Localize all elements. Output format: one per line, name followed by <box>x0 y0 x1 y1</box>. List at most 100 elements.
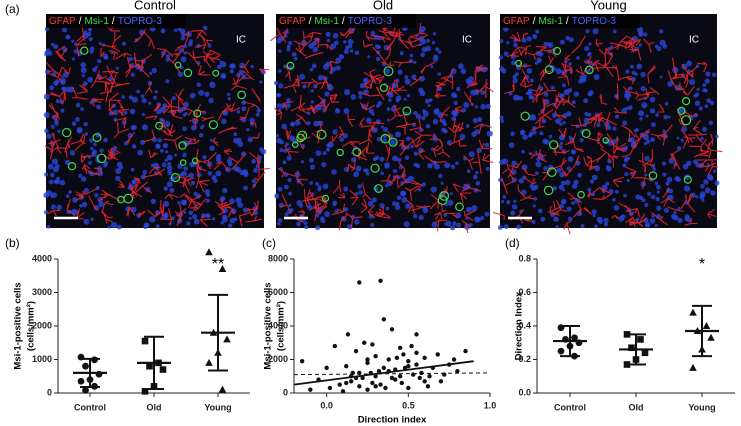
nucleus <box>676 146 682 151</box>
astrocyte-process <box>448 132 464 146</box>
nucleus <box>400 190 407 197</box>
msi1-cell <box>170 172 181 183</box>
astrocyte-process <box>81 164 91 175</box>
data-point <box>435 352 440 357</box>
nucleus <box>387 118 390 122</box>
nucleus <box>636 63 643 70</box>
astrocyte-process <box>332 179 342 194</box>
nucleus <box>612 126 617 131</box>
nucleus <box>151 136 158 143</box>
x-tick-label: 0.5 <box>402 400 415 410</box>
data-point <box>409 343 414 349</box>
nucleus <box>276 103 282 108</box>
y-axis-label: (cells/mm²) <box>276 301 287 351</box>
astrocyte-process <box>128 182 138 197</box>
astrocyte-process <box>107 147 121 160</box>
nucleus <box>656 190 660 194</box>
astrocyte-process <box>50 147 68 154</box>
nucleus <box>419 29 424 34</box>
nucleus <box>449 192 453 196</box>
nucleus <box>91 151 96 157</box>
nucleus <box>440 181 444 185</box>
nucleus <box>587 51 592 57</box>
astrocyte-process <box>232 74 245 85</box>
astrocyte-process <box>133 29 147 43</box>
nucleus <box>52 166 60 173</box>
nucleus <box>277 186 283 192</box>
astrocyte-process <box>521 166 536 177</box>
nucleus <box>476 217 481 222</box>
nucleus <box>422 110 429 117</box>
astrocyte-process <box>88 195 98 211</box>
nucleus <box>358 190 363 195</box>
nucleus <box>392 201 397 207</box>
astrocyte-process <box>90 74 106 89</box>
nucleus <box>376 50 381 55</box>
nucleus <box>644 223 649 228</box>
nucleus <box>367 55 371 59</box>
nucleus <box>376 137 382 142</box>
astrocyte-process <box>239 107 250 121</box>
nucleus <box>130 125 136 131</box>
panel-label: (c) <box>262 236 276 250</box>
astrocyte-process <box>598 48 608 66</box>
msi1-cell <box>379 83 388 92</box>
astrocyte-process <box>395 105 402 117</box>
nucleus <box>704 104 709 108</box>
nucleus <box>283 184 289 190</box>
nucleus <box>502 195 507 199</box>
astrocyte-process <box>111 31 122 48</box>
nucleus <box>161 162 167 168</box>
nucleus <box>567 87 573 93</box>
data-point <box>373 353 378 359</box>
nucleus <box>50 42 55 47</box>
nucleus <box>59 77 66 84</box>
stain-label: TOPRO-3 <box>348 16 393 27</box>
nucleus <box>623 193 627 198</box>
nucleus <box>131 179 136 184</box>
astrocyte-process <box>611 64 620 82</box>
nucleus <box>88 28 92 32</box>
data-point <box>389 327 395 332</box>
nucleus <box>699 191 706 198</box>
astrocyte-process <box>409 23 427 39</box>
nucleus <box>452 221 457 226</box>
astrocyte-process <box>597 116 604 123</box>
nucleus <box>584 45 590 52</box>
astrocyte-process <box>156 47 174 58</box>
astrocyte-process <box>385 144 391 162</box>
nucleus <box>566 206 572 212</box>
astrocyte-process <box>380 173 394 184</box>
nucleus <box>251 159 256 164</box>
astrocyte-process <box>223 148 232 156</box>
astrocyte-process <box>337 125 344 139</box>
astrocyte-process <box>537 148 548 163</box>
nucleus <box>353 171 360 178</box>
nucleus <box>403 221 410 228</box>
astrocyte-process <box>616 35 633 50</box>
data-point <box>373 374 378 379</box>
nucleus <box>323 63 329 70</box>
nucleus <box>227 97 231 101</box>
nucleus <box>282 160 287 165</box>
nucleus <box>49 85 55 91</box>
astrocyte-process <box>298 102 308 114</box>
nucleus <box>392 168 398 174</box>
nucleus <box>163 186 169 191</box>
nucleus <box>644 155 650 162</box>
nucleus <box>704 187 711 194</box>
nucleus <box>332 200 338 206</box>
nucleus <box>62 46 68 53</box>
nucleus <box>98 41 102 45</box>
nucleus <box>654 181 659 185</box>
stain-label: Msi-1 <box>538 16 563 27</box>
msi1-cell <box>602 137 610 144</box>
y-tick-label: 8000 <box>268 253 288 263</box>
nucleus <box>130 72 135 77</box>
nucleus <box>236 110 241 114</box>
data-point <box>389 375 395 381</box>
nucleus <box>322 151 327 156</box>
panel-label: (b) <box>5 236 20 250</box>
astrocyte-process <box>153 103 161 112</box>
nucleus <box>543 166 548 171</box>
